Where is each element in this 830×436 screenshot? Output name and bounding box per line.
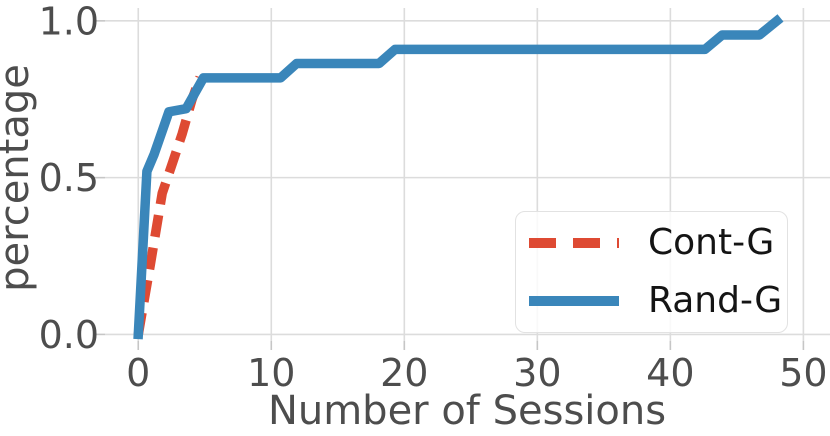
x-tick-label: 0 <box>126 351 150 395</box>
gridlines <box>105 8 830 341</box>
tick-labels: 0 10 20 30 40 50 0.0 0.5 1.0 <box>39 0 828 395</box>
x-tick-label: 20 <box>380 351 428 395</box>
legend-entry-rand-g: Rand-G <box>526 276 787 326</box>
y-tick-label: 1.0 <box>39 0 99 43</box>
series-line-rand-g <box>133 14 784 340</box>
x-tick-label: 30 <box>513 351 561 395</box>
legend-entry-cont-g: Cont-G <box>526 218 787 268</box>
x-tick-label: 40 <box>646 351 694 395</box>
legend-label-rand-g: Rand-G <box>648 280 783 321</box>
y-tick-label: 0.0 <box>39 313 99 357</box>
x-tick-label: 50 <box>779 351 827 395</box>
x-tick-label: 10 <box>247 351 295 395</box>
y-axis-label: percentage <box>0 64 38 292</box>
tick-marks <box>93 20 805 350</box>
x-axis-label: Number of Sessions <box>268 388 666 434</box>
legend-label-cont-g: Cont-G <box>648 222 775 263</box>
legend: Cont-G Rand-G <box>515 211 788 333</box>
y-tick-label: 0.5 <box>39 156 99 200</box>
dashed-line-swatch-icon <box>529 238 619 248</box>
solid-line-swatch-icon <box>529 296 619 306</box>
series-lines <box>133 14 784 340</box>
